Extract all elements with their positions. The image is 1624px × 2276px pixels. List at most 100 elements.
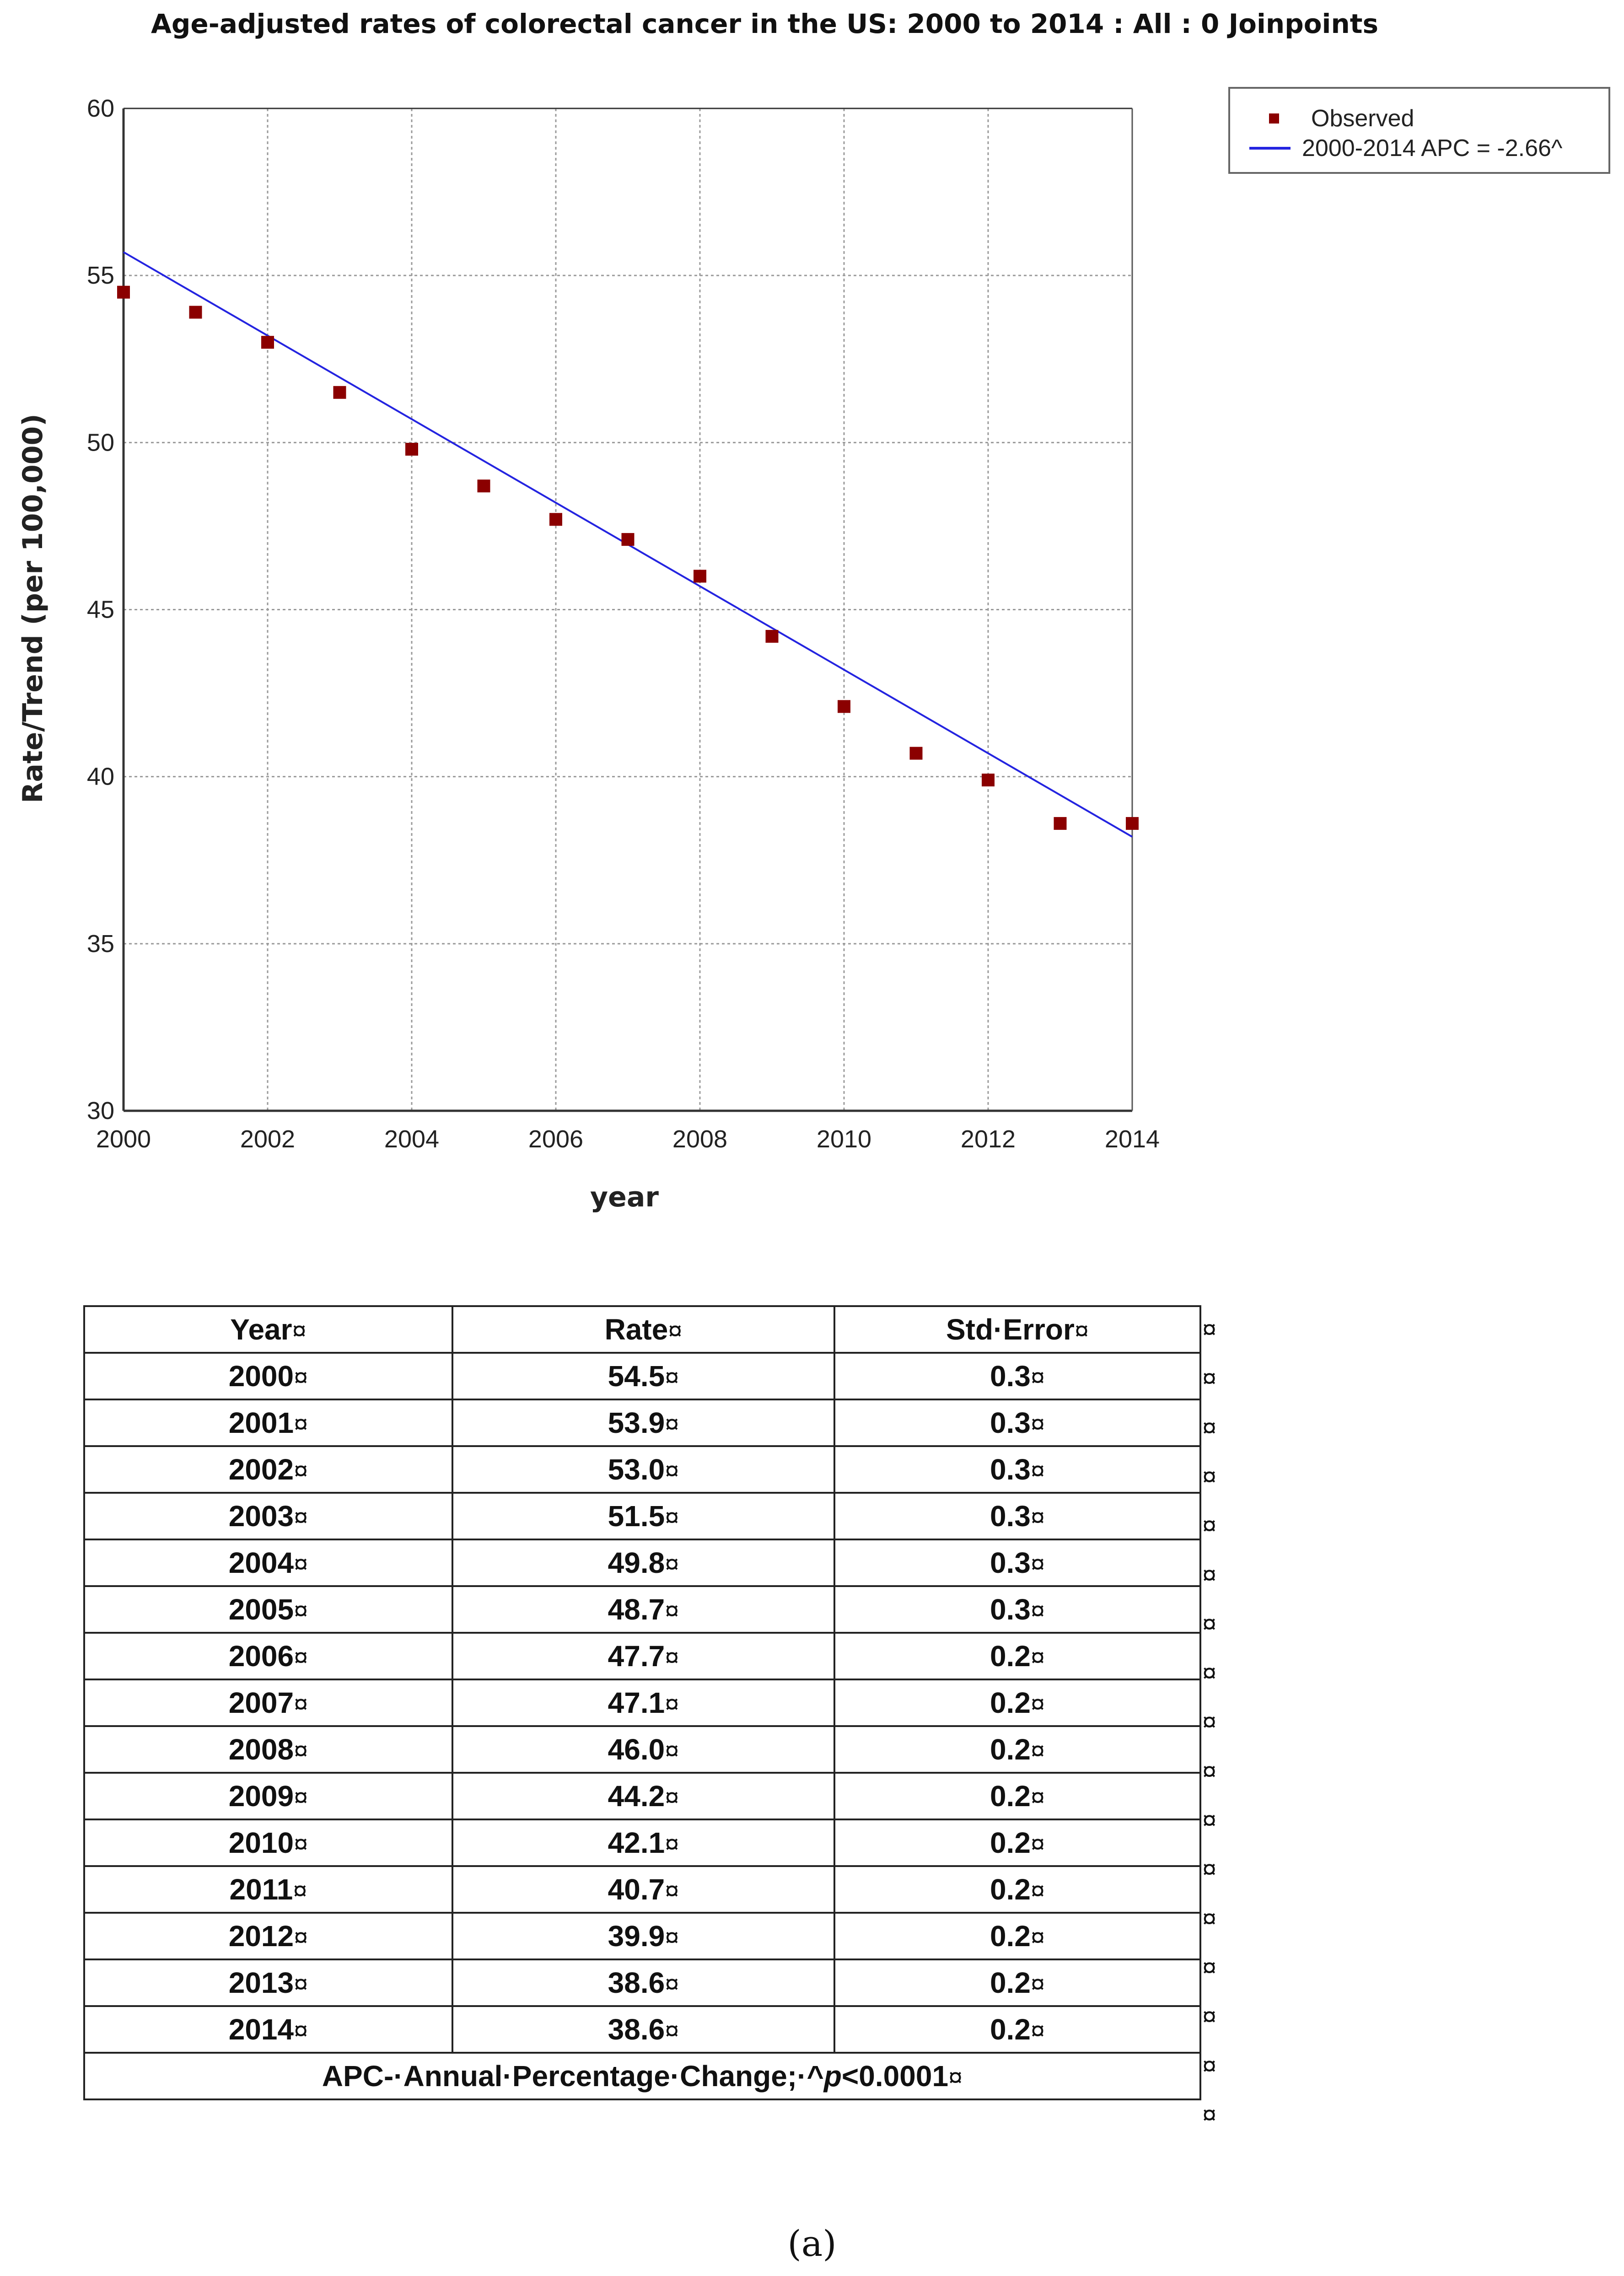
- cell-std-error: 0.2¤: [834, 2005, 1201, 2054]
- ticks-layer: 2000 2002 2004 2006 2008 2010 2012 2014 30 35 40 45…: [87, 95, 1160, 1153]
- table-footnote: APC-·Annual·Percentage·Change;·^p<0.0001…: [83, 2052, 1201, 2100]
- cell-std-error: 0.2¤: [834, 1632, 1201, 1680]
- header-year: Year¤: [83, 1305, 453, 1354]
- cell-year: 2002¤: [83, 1445, 453, 1494]
- cell-year: 2003¤: [83, 1492, 453, 1540]
- row-end-mark: ¤: [1202, 1315, 1217, 1344]
- table-row: 2010¤ 42.1¤ 0.2¤: [83, 1819, 1201, 1867]
- row-end-mark: ¤: [1202, 1364, 1217, 1393]
- data-table: Year¤ Rate¤ Std·Error¤ 2000¤ 54.5¤ 0.3¤ 200…: [83, 1305, 1201, 2100]
- header-rate: Rate¤: [452, 1305, 835, 1354]
- data-point-observed: [405, 442, 418, 456]
- cell-std-error: 0.2¤: [834, 1819, 1201, 1867]
- cell-std-error: 0.2¤: [834, 1865, 1201, 1914]
- legend-marker-square: [1269, 113, 1279, 124]
- table-row: 2009¤ 44.2¤ 0.2¤: [83, 1772, 1201, 1820]
- axes-layer: [122, 108, 1133, 1112]
- cell-year: 2001¤: [83, 1399, 453, 1447]
- table-row: 2002¤ 53.0¤ 0.3¤: [83, 1445, 1201, 1494]
- x-tick-label: 2002: [240, 1125, 295, 1153]
- table-footer-row: APC-·Annual·Percentage·Change;·^p<0.0001…: [83, 2052, 1201, 2100]
- row-end-mark: ¤: [1202, 2100, 1217, 2129]
- row-end-mark: ¤: [1202, 1953, 1217, 1982]
- cell-year: 2006¤: [83, 1632, 453, 1680]
- table-row: 2014¤ 38.6¤ 0.2¤: [83, 2005, 1201, 2054]
- cell-std-error: 0.2¤: [834, 1959, 1201, 2007]
- legend-label-trend: 2000-2014 APC = -2.66^: [1302, 135, 1563, 161]
- cell-year: 2010¤: [83, 1819, 453, 1867]
- data-point-observed: [477, 479, 490, 493]
- data-point-observed: [549, 513, 562, 526]
- cell-std-error: 0.3¤: [834, 1445, 1201, 1494]
- legend-entry-trend: 2000-2014 APC = -2.66^: [1230, 132, 1562, 164]
- cell-rate: 54.5¤: [452, 1352, 835, 1400]
- table-row: 2011¤ 40.7¤ 0.2¤: [83, 1865, 1201, 1914]
- cell-year: 2012¤: [83, 1912, 453, 1960]
- y-tick-label: 40: [87, 763, 114, 791]
- cell-rate: 53.0¤: [452, 1445, 835, 1494]
- table-row: 2007¤ 47.1¤ 0.2¤: [83, 1679, 1201, 1727]
- legend-entry-observed: Observed: [1230, 102, 1414, 135]
- y-tick-label: 60: [87, 95, 114, 122]
- x-tick-label: 2010: [817, 1125, 871, 1153]
- y-tick-label: 50: [87, 429, 114, 456]
- data-point-observed: [1054, 817, 1067, 830]
- cell-year: 2004¤: [83, 1539, 453, 1587]
- data-point-observed: [838, 700, 850, 713]
- table-row: 2013¤ 38.6¤ 0.2¤: [83, 1959, 1201, 2007]
- row-end-mark: ¤: [1202, 1413, 1217, 1442]
- data-point-observed: [1126, 817, 1139, 830]
- cell-year: 2007¤: [83, 1679, 453, 1727]
- data-point-observed: [765, 630, 779, 643]
- cell-rate: 39.9¤: [452, 1912, 835, 1960]
- cell-year: 2013¤: [83, 1959, 453, 2007]
- table-row: 2001¤ 53.9¤ 0.3¤: [83, 1399, 1201, 1447]
- table-row: 2003¤ 51.5¤ 0.3¤: [83, 1492, 1201, 1540]
- cell-std-error: 0.3¤: [834, 1585, 1201, 1634]
- cell-rate: 51.5¤: [452, 1492, 835, 1540]
- table-row: 2004¤ 49.8¤ 0.3¤: [83, 1539, 1201, 1587]
- row-end-mark: ¤: [1202, 2002, 1217, 2031]
- figure-caption: (a): [787, 2223, 837, 2265]
- table-row: 2005¤ 48.7¤ 0.3¤: [83, 1585, 1201, 1634]
- y-tick-label: 35: [87, 930, 114, 958]
- table-row: 2006¤ 47.7¤ 0.2¤: [83, 1632, 1201, 1680]
- cell-std-error: 0.2¤: [834, 1912, 1201, 1960]
- cell-rate: 38.6¤: [452, 1959, 835, 2007]
- chart-title: Age-adjusted rates of colorectal cancer …: [151, 8, 1378, 39]
- row-end-mark: ¤: [1202, 1855, 1217, 1884]
- cell-std-error: 0.2¤: [834, 1725, 1201, 1774]
- x-tick-label: 2008: [672, 1125, 727, 1153]
- row-end-mark: ¤: [1202, 1806, 1217, 1835]
- x-axis-label: year: [590, 1181, 659, 1213]
- y-axis-label: Rate/Trend (per 100,000): [17, 414, 49, 803]
- table-row: 2012¤ 39.9¤ 0.2¤: [83, 1912, 1201, 1960]
- header-std-error: Std·Error¤: [834, 1305, 1201, 1354]
- cell-rate: 38.6¤: [452, 2005, 835, 2054]
- data-point-observed: [333, 386, 346, 399]
- cell-std-error: 0.2¤: [834, 1679, 1201, 1727]
- cell-std-error: 0.3¤: [834, 1399, 1201, 1447]
- cell-std-error: 0.2¤: [834, 1772, 1201, 1820]
- cell-std-error: 0.3¤: [834, 1539, 1201, 1587]
- chart-plot: 2000 2002 2004 2006 2008 2010 2012 2014 30 35 40 45…: [17, 95, 1160, 1213]
- x-tick-label: 2014: [1105, 1125, 1160, 1153]
- table-header-row: Year¤ Rate¤ Std·Error¤: [83, 1305, 1201, 1354]
- legend-marker-line: [1249, 147, 1291, 150]
- cell-std-error: 0.3¤: [834, 1352, 1201, 1400]
- grid-layer: [123, 108, 1133, 1112]
- row-end-mark: ¤: [1202, 1904, 1217, 1933]
- x-tick-label: 2012: [961, 1125, 1016, 1153]
- cell-year: 2009¤: [83, 1772, 453, 1820]
- y-tick-label: 30: [87, 1097, 114, 1125]
- x-tick-label: 2004: [384, 1125, 439, 1153]
- legend-label-observed: Observed: [1311, 105, 1414, 132]
- row-end-mark: ¤: [1202, 1511, 1217, 1540]
- cell-rate: 44.2¤: [452, 1772, 835, 1820]
- row-end-mark: ¤: [1202, 1560, 1217, 1589]
- cell-year: 2008¤: [83, 1725, 453, 1774]
- cell-year: 2000¤: [83, 1352, 453, 1400]
- row-end-mark: ¤: [1202, 1707, 1217, 1737]
- cell-rate: 47.1¤: [452, 1679, 835, 1727]
- data-point-observed: [982, 773, 995, 786]
